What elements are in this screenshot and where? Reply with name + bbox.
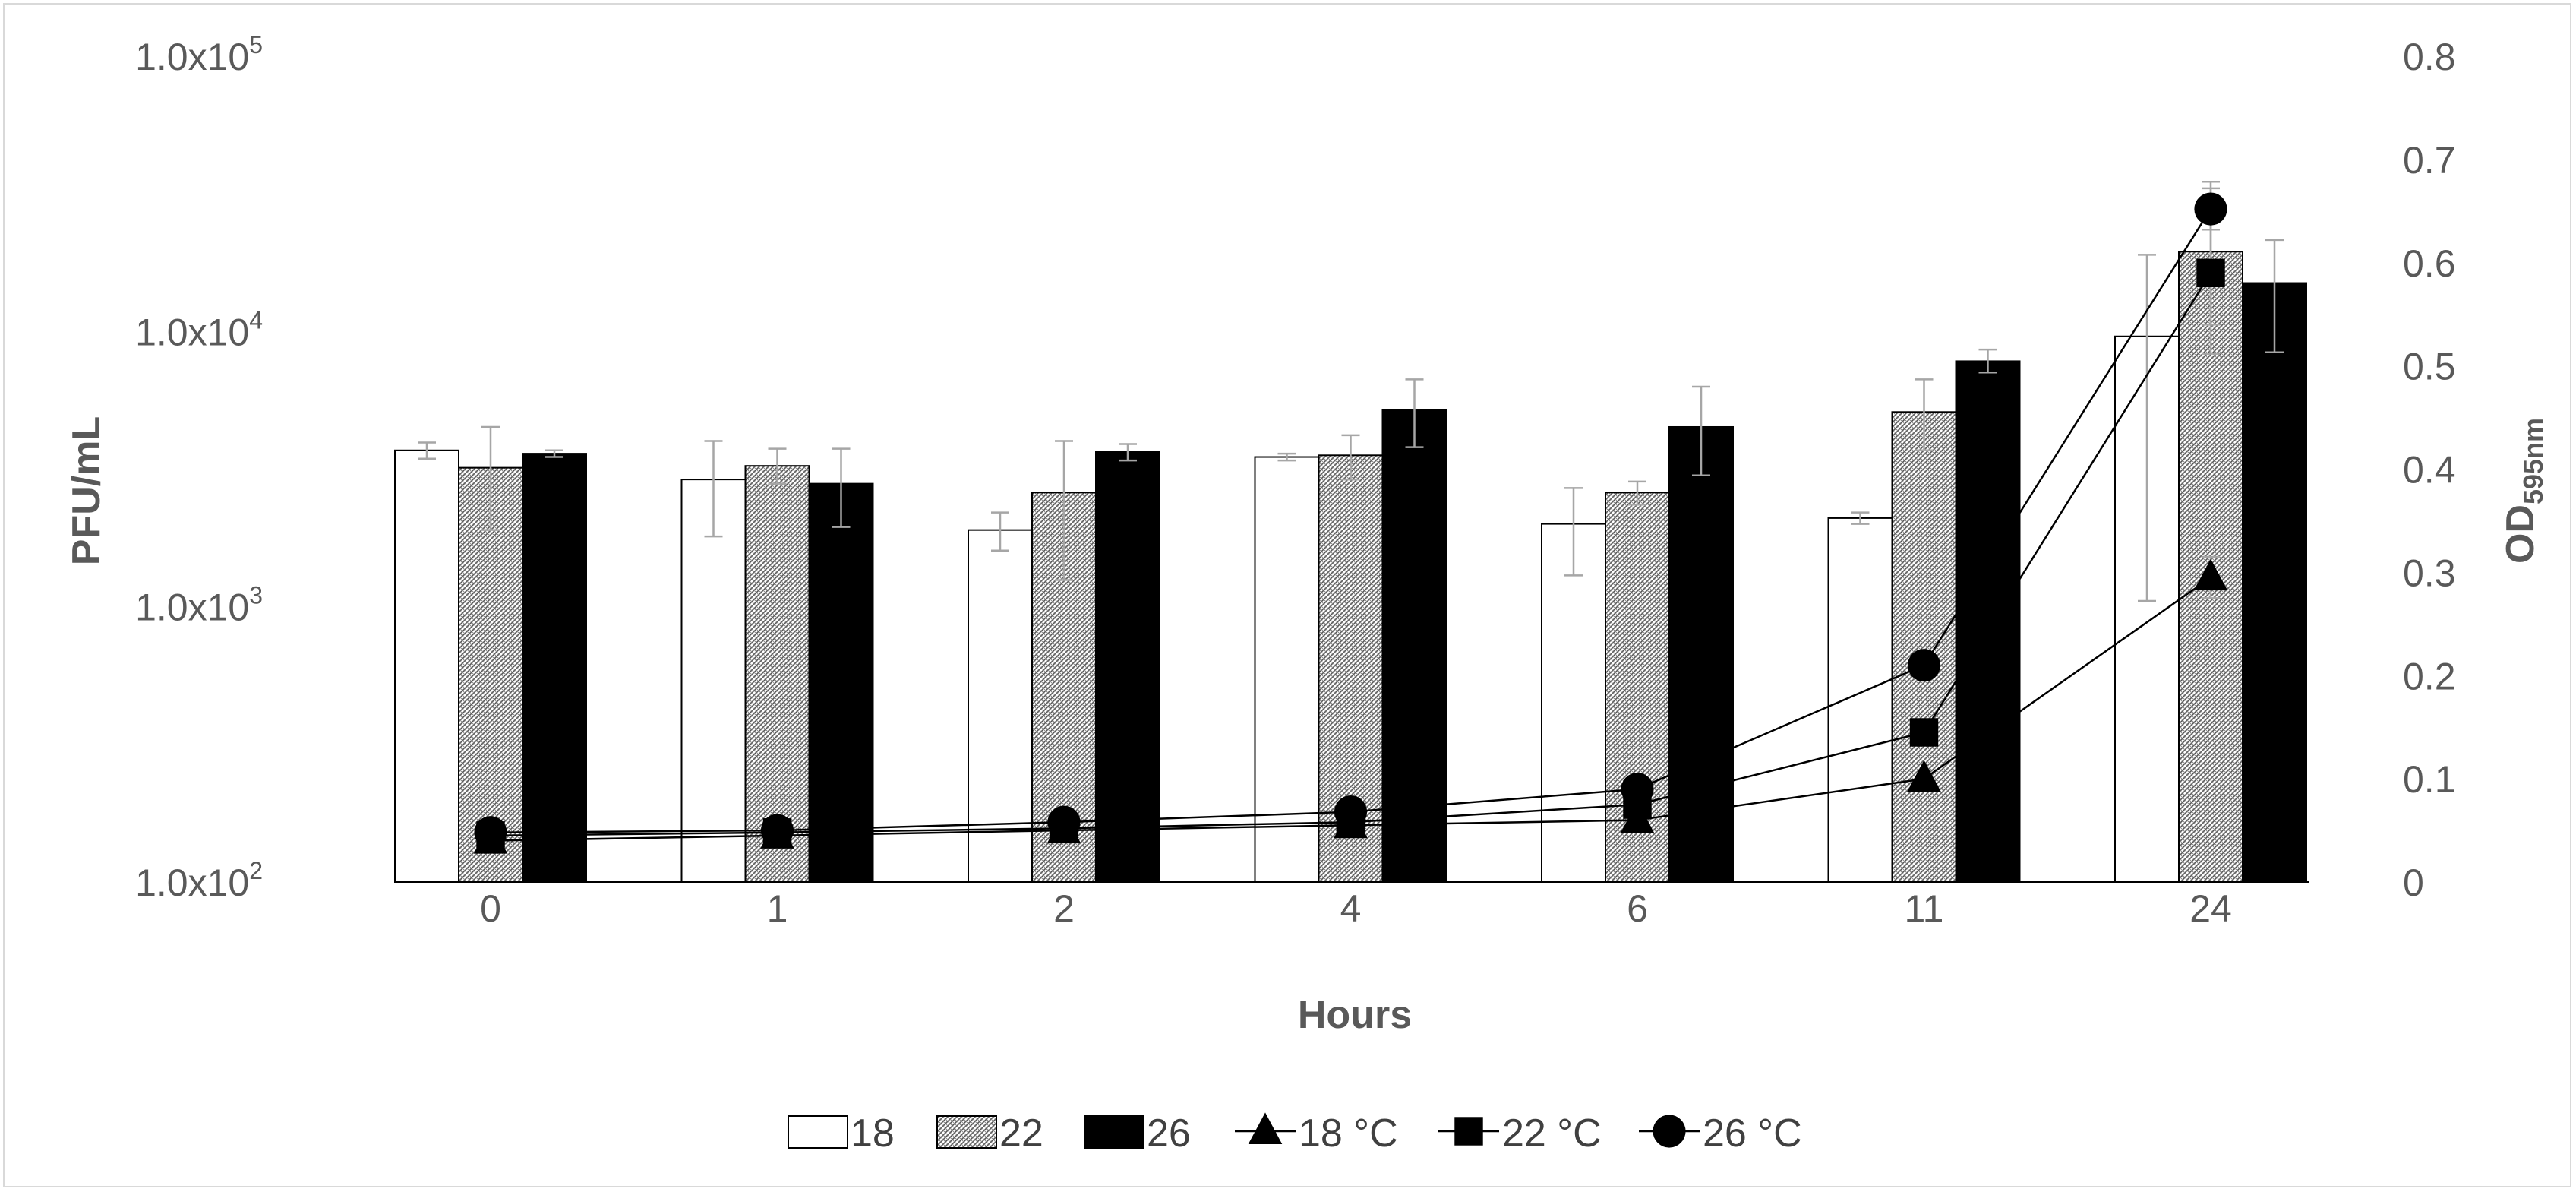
od-point-triangle-11 [1907, 760, 1941, 792]
y-tick-mantissa: 1.0x10 [135, 311, 249, 353]
legend-swatch [788, 1115, 848, 1149]
y-tick-exponent: 4 [249, 306, 263, 334]
od-point-circle-4 [1334, 795, 1368, 829]
y2-tick-label: 0.6 [2403, 242, 2456, 285]
chart-canvas: Hours PFU/mL OD595nm 1.0x1021.0x1031.0x1… [65, 31, 2549, 1156]
od-point-circle-24 [2194, 192, 2227, 226]
y2-tick-label: 0.4 [2403, 449, 2456, 492]
y-tick-mantissa: 1.0x10 [135, 862, 249, 904]
bar-18-6 [1541, 523, 1606, 883]
y-tick-exponent: 2 [249, 857, 263, 884]
od-point-circle-0 [474, 816, 507, 849]
y-tick-exponent: 3 [249, 582, 263, 609]
od-point-triangle-24 [2193, 558, 2228, 591]
y2-axis-title-sub: 595nm [2518, 418, 2549, 504]
y-tick-label: 1.0x104 [135, 306, 263, 353]
y2-axis-title-base: OD [2499, 504, 2543, 564]
x-tick-label: 6 [1627, 887, 1648, 930]
y-tick-label: 1.0x103 [135, 582, 263, 629]
bar-26-0 [522, 453, 587, 883]
legend-item-18: 18 [788, 1111, 895, 1156]
bar-18-11 [1827, 517, 1893, 884]
bar-26-11 [1955, 360, 2021, 884]
legend-marker-icon [1248, 1112, 1283, 1145]
legend-marker-icon [1454, 1117, 1483, 1146]
x-tick-label: 4 [1340, 887, 1362, 930]
legend-item-triangle: 18 °C [1235, 1111, 1398, 1156]
od-point-circle-1 [760, 814, 794, 847]
y-axis-title: PFU/mL [65, 416, 109, 565]
x-tick-label: 24 [2189, 887, 2232, 930]
y2-tick-label: 0.1 [2403, 758, 2456, 801]
bar-18-4 [1254, 456, 1320, 883]
legend-label: 26 °C [1703, 1111, 1802, 1156]
bars-layer [394, 180, 2309, 884]
legend-item-circle: 26 °C [1639, 1111, 1802, 1156]
y2-tick-label: 0.3 [2403, 552, 2456, 594]
axes-layer: Hours PFU/mL OD595nm 1.0x1021.0x1031.0x1… [65, 31, 2549, 1037]
od-point-square-24 [2196, 258, 2225, 288]
od-point-circle-2 [1047, 805, 1081, 839]
legend-marker-icon [1653, 1115, 1686, 1148]
x-tick-label: 1 [767, 887, 788, 930]
y2-tick-label: 0.5 [2403, 346, 2456, 388]
y2-tick-label: 0.8 [2403, 36, 2456, 78]
y2-tick-label: 0.2 [2403, 655, 2456, 697]
x-tick-label: 0 [480, 887, 501, 930]
x-axis-title: Hours [1298, 993, 1412, 1037]
y-tick-exponent: 5 [249, 31, 263, 58]
y2-tick-label: 0.7 [2403, 139, 2456, 182]
legend-swatch [1084, 1115, 1144, 1149]
x-tick-label: 2 [1053, 887, 1075, 930]
y-tick-mantissa: 1.0x10 [135, 587, 249, 629]
lines-layer [473, 187, 2228, 854]
bar-26-4 [1381, 409, 1447, 883]
y-tick-label: 1.0x105 [135, 31, 263, 78]
y-tick-mantissa: 1.0x10 [135, 36, 249, 78]
legend-label: 22 °C [1502, 1111, 1602, 1156]
bar-26-24 [2242, 282, 2307, 883]
od-point-circle-11 [1907, 649, 1941, 682]
legend-swatch [936, 1115, 997, 1149]
legend: 18 22 26 18 °C 22 °C 26 °C [788, 1111, 1802, 1156]
bar-18-0 [394, 449, 459, 883]
x-tick-label: 11 [1905, 887, 1944, 930]
legend-item-square: 22 °C [1438, 1111, 1602, 1156]
y2-tick-label: 0 [2403, 862, 2424, 904]
od-point-circle-6 [1621, 773, 1654, 806]
legend-item-22: 22 [936, 1111, 1043, 1156]
bar-26-6 [1668, 425, 1734, 883]
y2-axis-title: OD595nm [2499, 418, 2549, 564]
legend-label: 26 [1147, 1111, 1191, 1156]
bar-26-2 [1095, 451, 1160, 883]
legend-label: 22 [999, 1111, 1043, 1156]
y-tick-label: 1.0x102 [135, 857, 263, 904]
od-point-square-11 [1909, 718, 1939, 747]
legend-label: 18 [851, 1111, 895, 1156]
legend-label: 18 °C [1299, 1111, 1398, 1156]
legend-item-26: 26 [1084, 1111, 1191, 1156]
chart-frame: Hours PFU/mL OD595nm 1.0x102 1.0x103 1.0x1… [3, 3, 2571, 1187]
bar-18-1 [680, 479, 747, 883]
bar-22-11 [1891, 411, 1957, 883]
bar-26-1 [808, 482, 874, 883]
